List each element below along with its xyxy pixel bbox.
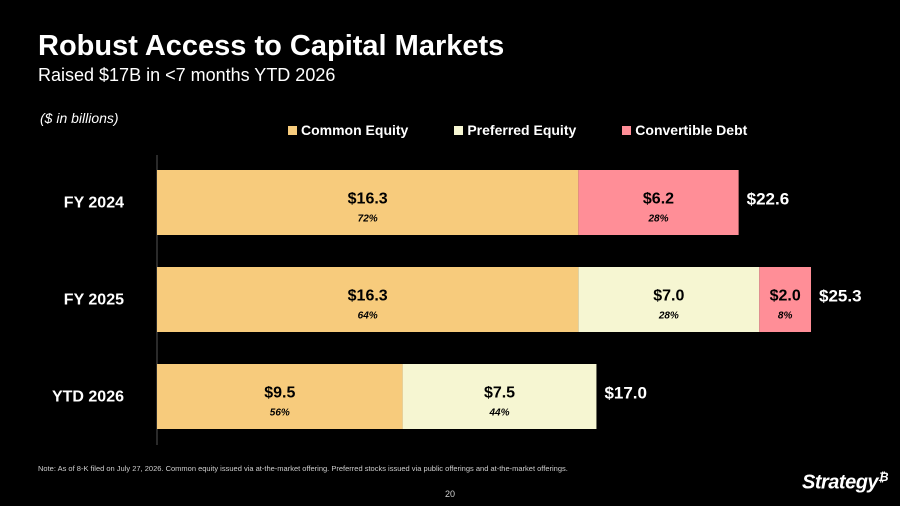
bar-percent-label: 64% xyxy=(358,311,378,322)
units-note: ($ in billions) xyxy=(40,110,119,126)
bar-value-label: $6.2 xyxy=(643,191,674,208)
slide-subtitle: Raised $17B in <7 months YTD 2026 xyxy=(38,65,336,85)
category-label: FY 2025 xyxy=(64,292,124,309)
bar-value-label: $16.3 xyxy=(348,191,388,208)
category-label: YTD 2026 xyxy=(52,389,124,406)
legend-item-convertible-debt: Convertible Debt xyxy=(622,122,747,138)
bar-percent-label: 28% xyxy=(647,214,668,225)
bar-value-label: $9.5 xyxy=(264,385,295,402)
bitcoin-icon: ₿ xyxy=(878,470,889,484)
bar-segment xyxy=(157,364,403,429)
logo-text: Strategy xyxy=(802,471,879,494)
bar-value-label: $7.5 xyxy=(484,385,515,402)
slide-title: Robust Access to Capital Markets xyxy=(38,30,505,62)
legend-label-convertible-debt: Convertible Debt xyxy=(635,122,748,138)
bar-percent-label: 8% xyxy=(778,311,793,322)
bar-percent-label: 56% xyxy=(270,408,290,419)
bar-segment xyxy=(578,267,760,332)
bar-value-label: $16.3 xyxy=(348,288,388,305)
legend-item-common-equity: Common Equity xyxy=(288,122,408,138)
stacked-bar-chart: FY 2024 $16.3 72% $6.2 28% $22.6 FY 2025 $16.3 6… xyxy=(52,155,862,445)
page-number: 20 xyxy=(444,489,455,499)
legend-swatch-common-equity xyxy=(288,125,297,135)
bar-segment xyxy=(402,364,597,429)
bar-total-label: $17.0 xyxy=(604,384,647,403)
legend-label-common-equity: Common Equity xyxy=(301,122,409,138)
bar-value-label: $7.0 xyxy=(653,288,684,305)
legend-item-preferred-equity: Preferred Equity xyxy=(454,122,576,138)
bar-segment xyxy=(578,170,739,235)
footnote: Note: As of 8-K filed on July 27, 2026. … xyxy=(38,464,568,473)
bar-segment xyxy=(157,170,579,235)
bar-percent-label: 72% xyxy=(358,214,378,225)
category-label: FY 2024 xyxy=(64,195,124,212)
bar-value-label: $2.0 xyxy=(770,288,801,305)
bar-total-label: $22.6 xyxy=(747,190,790,209)
bar-percent-label: 28% xyxy=(658,311,679,322)
bar-segment xyxy=(157,267,579,332)
strategy-logo: Strategy₿ xyxy=(802,470,889,495)
legend-label-preferred-equity: Preferred Equity xyxy=(467,122,577,138)
chart-legend: Common Equity Preferred Equity Convertib… xyxy=(288,122,747,138)
bar-segment xyxy=(759,267,812,332)
legend-swatch-preferred-equity xyxy=(454,125,464,135)
bar-total-label: $25.3 xyxy=(819,287,862,306)
legend-swatch-convertible-debt xyxy=(622,125,632,135)
bar-percent-label: 44% xyxy=(489,408,510,419)
